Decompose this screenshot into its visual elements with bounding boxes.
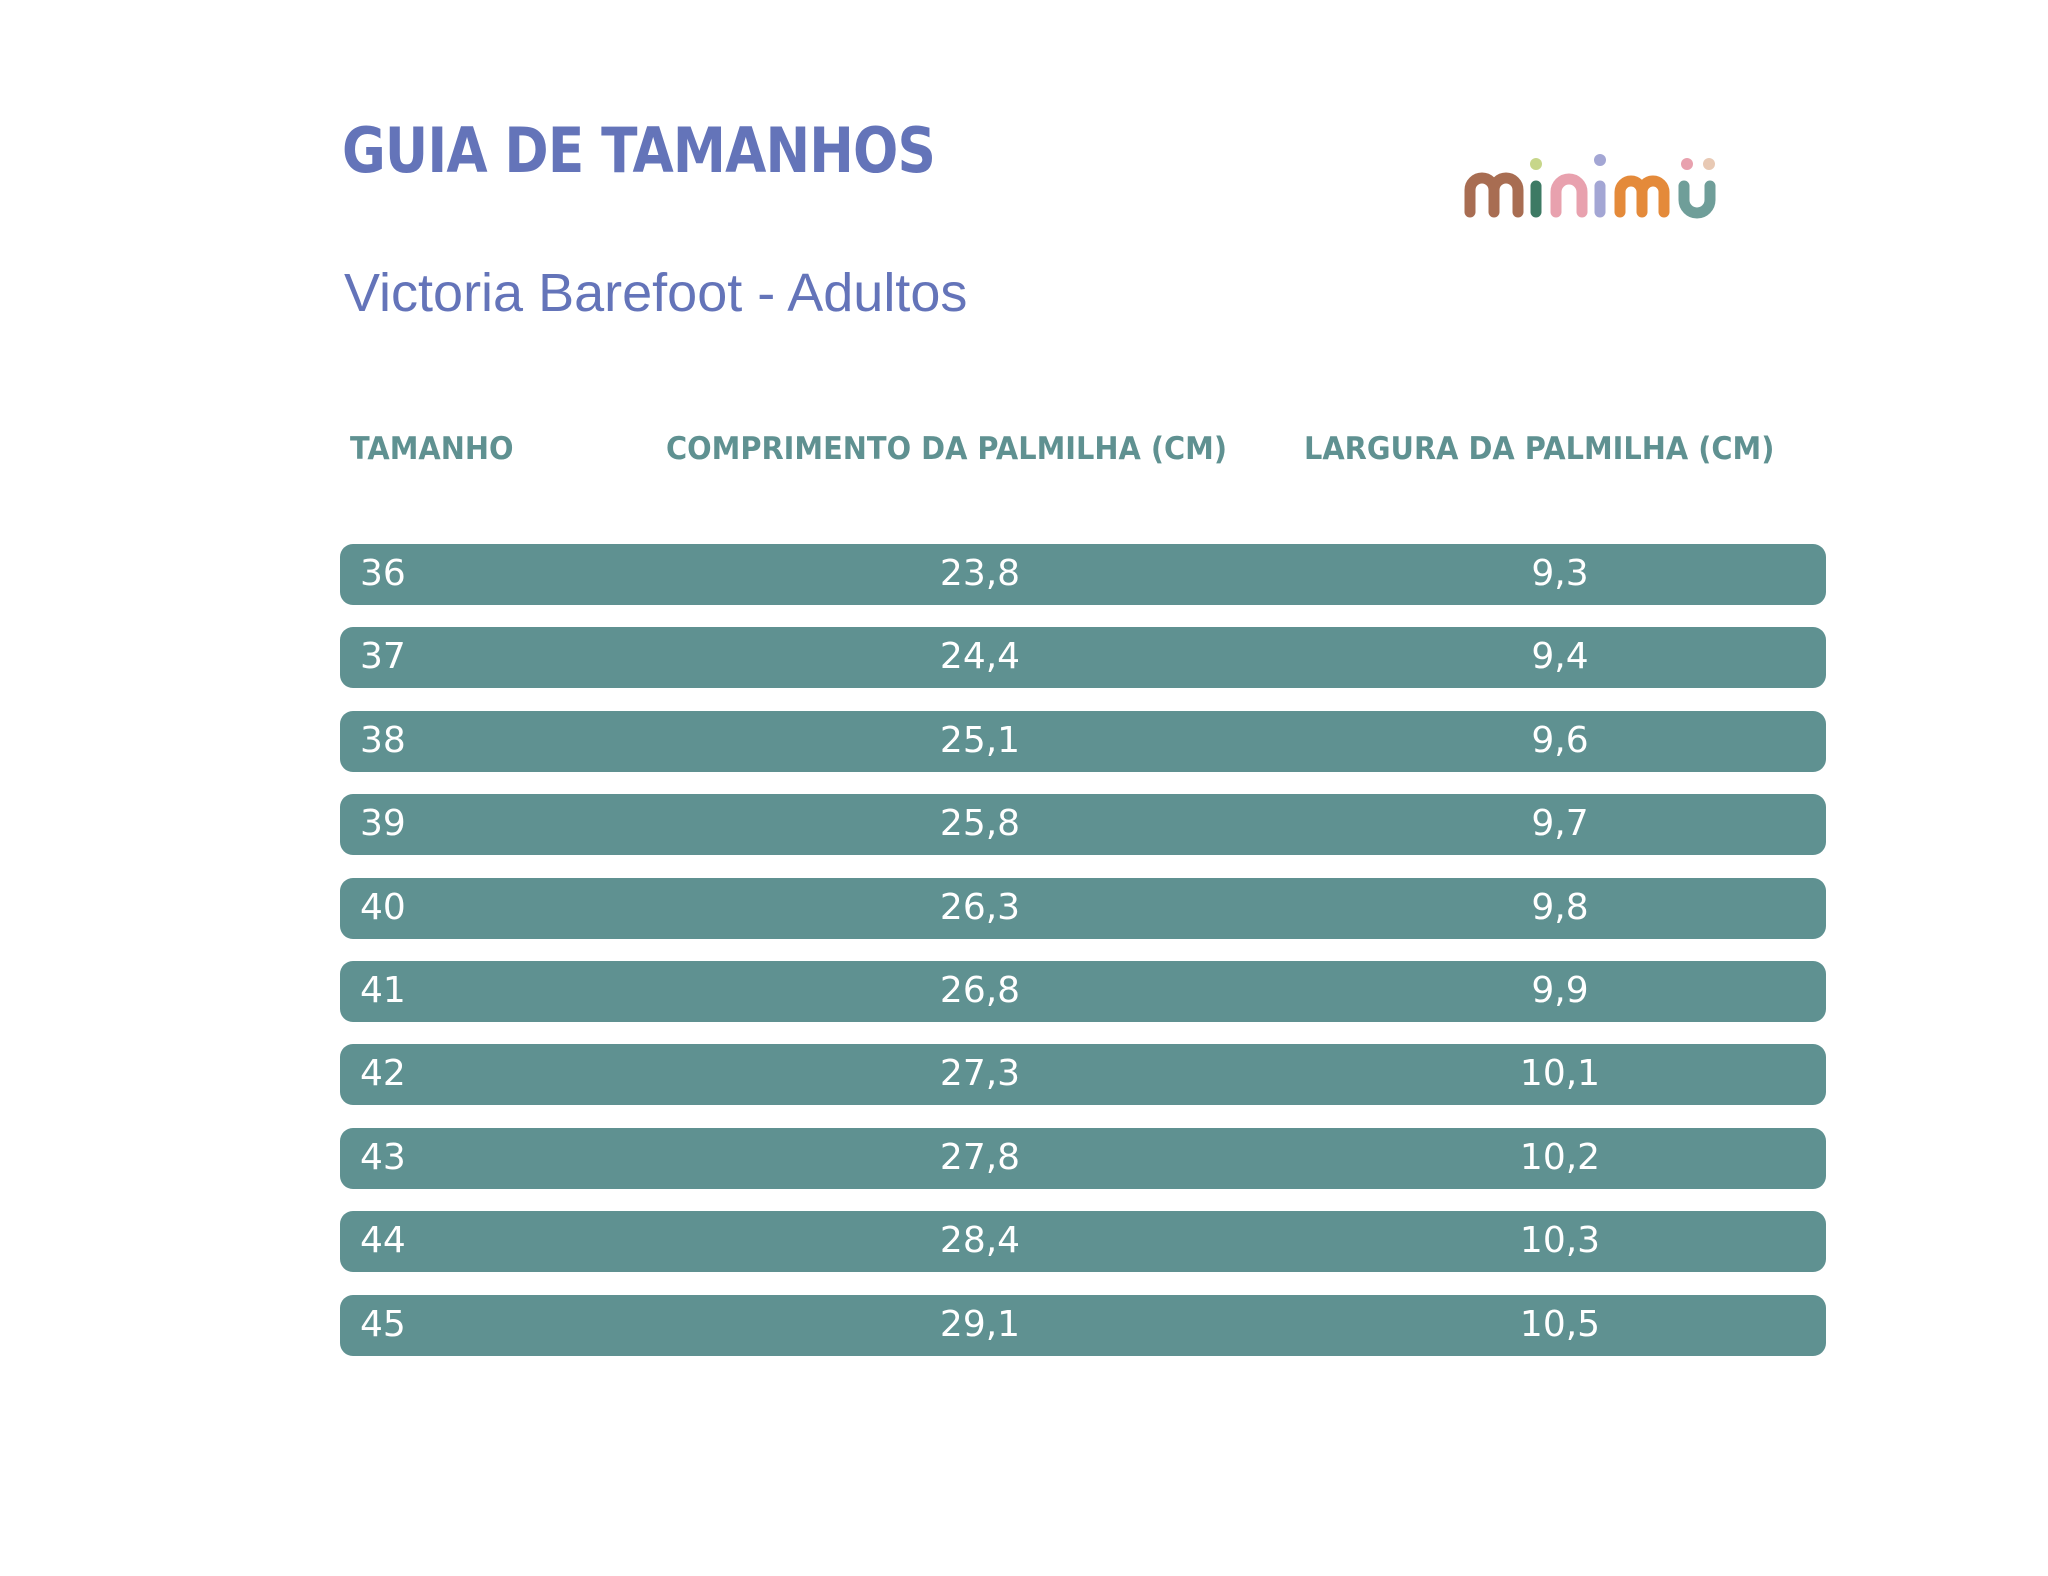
table-row: 43 27,8 10,2 bbox=[340, 1127, 1826, 1189]
page-title: GUIA DE TAMANHOS bbox=[342, 114, 936, 187]
table-row: 42 27,3 10,1 bbox=[340, 1044, 1826, 1106]
column-header-width: LARGURA DA PALMILHA (CM) bbox=[1304, 431, 1775, 467]
table-row: 40 26,3 9,8 bbox=[340, 877, 1826, 939]
width-cell: 10,2 bbox=[1519, 1136, 1601, 1178]
length-cell: 24,4 bbox=[939, 636, 1021, 678]
table-row: 45 29,1 10,5 bbox=[340, 1294, 1826, 1356]
table-row: 38 25,1 9,6 bbox=[340, 710, 1826, 772]
table-row: 37 24,4 9,4 bbox=[340, 627, 1826, 689]
table-row: 41 26,8 9,9 bbox=[340, 960, 1826, 1022]
size-cell: 37 bbox=[360, 636, 406, 678]
width-cell: 10,5 bbox=[1519, 1303, 1601, 1345]
length-cell: 26,3 bbox=[939, 886, 1021, 928]
width-cell: 9,3 bbox=[1531, 553, 1589, 594]
table-row: 36 23,8 9,3 bbox=[340, 544, 1826, 605]
length-cell: 28,4 bbox=[939, 1220, 1021, 1262]
size-cell: 44 bbox=[360, 1220, 406, 1262]
length-cell: 23,8 bbox=[939, 553, 1021, 594]
logo-letter-m1 bbox=[1464, 172, 1524, 218]
width-cell: 9,4 bbox=[1531, 636, 1589, 678]
width-cell: 10,1 bbox=[1519, 1053, 1601, 1095]
page-subtitle: Victoria Barefoot - Adultos bbox=[344, 263, 968, 323]
length-cell: 26,8 bbox=[939, 969, 1021, 1011]
size-cell: 43 bbox=[360, 1136, 406, 1178]
logo-dot-3 bbox=[1681, 158, 1693, 170]
minimu-logo bbox=[1464, 154, 1716, 219]
logo-dot-2 bbox=[1594, 154, 1606, 166]
logo-letter-u bbox=[1678, 180, 1716, 219]
column-header-size: TAMANHO bbox=[350, 431, 514, 467]
logo-letter-n bbox=[1550, 173, 1588, 218]
width-cell: 9,7 bbox=[1531, 803, 1589, 845]
width-cell: 10,3 bbox=[1519, 1220, 1601, 1262]
table-row: 39 25,8 9,7 bbox=[340, 794, 1826, 856]
size-cell: 38 bbox=[360, 719, 406, 761]
length-cell: 27,8 bbox=[939, 1136, 1021, 1178]
width-cell: 9,8 bbox=[1531, 886, 1589, 928]
size-table: 36 23,8 9,3 37 24,4 9,4 38 25,1 9,6 39 2… bbox=[340, 544, 1826, 1378]
size-cell: 39 bbox=[360, 803, 406, 845]
length-cell: 27,3 bbox=[939, 1053, 1021, 1095]
width-cell: 9,6 bbox=[1531, 719, 1589, 761]
logo-dot-4 bbox=[1703, 158, 1715, 170]
size-cell: 42 bbox=[360, 1053, 406, 1095]
table-row: 44 28,4 10,3 bbox=[340, 1211, 1826, 1273]
width-cell: 9,9 bbox=[1531, 969, 1589, 1011]
logo-letter-m2 bbox=[1614, 175, 1670, 218]
column-header-length: COMPRIMENTO DA PALMILHA (CM) bbox=[666, 431, 1228, 467]
length-cell: 29,1 bbox=[939, 1303, 1021, 1345]
size-cell: 41 bbox=[360, 969, 406, 1011]
size-cell: 36 bbox=[360, 553, 406, 594]
logo-dot-1 bbox=[1530, 158, 1542, 170]
size-cell: 45 bbox=[360, 1303, 406, 1345]
length-cell: 25,1 bbox=[939, 719, 1021, 761]
length-cell: 25,8 bbox=[939, 803, 1021, 845]
size-cell: 40 bbox=[360, 886, 406, 928]
